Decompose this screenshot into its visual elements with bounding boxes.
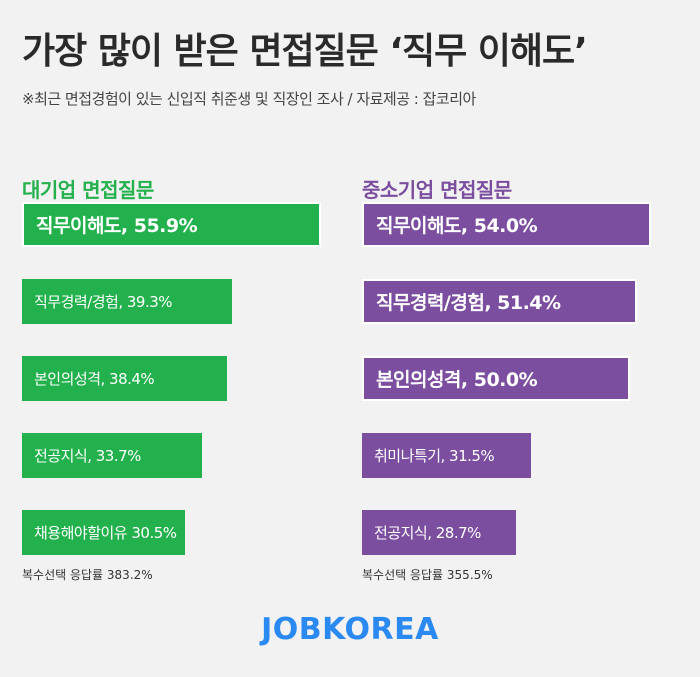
sme-bar-2: 직무경력/경험, 51.4% (362, 279, 637, 324)
sme-chart-title: 중소기업 면접질문 (362, 178, 512, 202)
sme-bar-label-3: 본인의성격, 50.0% (376, 369, 538, 391)
sme-bar-label-4: 취미나특기, 31.5% (374, 447, 495, 465)
large-company-chart-title: 대기업 면접질문 (22, 178, 154, 202)
large-company-footnote: 복수선택 응답률 383.2% (22, 568, 153, 582)
large-company-bar-5: 채용해야할이유 30.5% (22, 510, 185, 555)
large-company-bar-1: 직무이해도, 55.9% (22, 202, 321, 247)
large-company-bar-label-3: 본인의성격, 38.4% (34, 370, 155, 388)
sme-bar-4: 취미나특기, 31.5% (362, 433, 531, 478)
sme-bar-3: 본인의성격, 50.0% (362, 356, 630, 401)
page-title: 가장 많이 받은 면접질문 ‘직무 이해도’ (22, 31, 588, 72)
large-company-bar-3: 본인의성격, 38.4% (22, 356, 227, 401)
large-company-bar-label-2: 직무경력/경험, 39.3% (34, 293, 173, 311)
large-company-bar-2: 직무경력/경험, 39.3% (22, 279, 232, 324)
large-company-bar-label-4: 전공지식, 33.7% (34, 447, 141, 465)
large-company-bar-4: 전공지식, 33.7% (22, 433, 202, 478)
page-subtitle: ※최근 면접경험이 있는 신입직 취준생 및 직장인 조사 / 자료제공 : 잡… (22, 90, 476, 108)
sme-bar-label-2: 직무경력/경험, 51.4% (376, 292, 561, 314)
jobkorea-logo: JOBKOREA (261, 612, 439, 647)
large-company-bar-label-5: 채용해야할이유 30.5% (34, 524, 177, 542)
large-company-bar-label-1: 직무이해도, 55.9% (36, 215, 198, 237)
sme-bar-label-1: 직무이해도, 54.0% (376, 215, 538, 237)
sme-footnote: 복수선택 응답률 355.5% (362, 568, 493, 582)
sme-bar-label-5: 전공지식, 28.7% (374, 524, 481, 542)
sme-bar-5: 전공지식, 28.7% (362, 510, 516, 555)
sme-bar-1: 직무이해도, 54.0% (362, 202, 651, 247)
